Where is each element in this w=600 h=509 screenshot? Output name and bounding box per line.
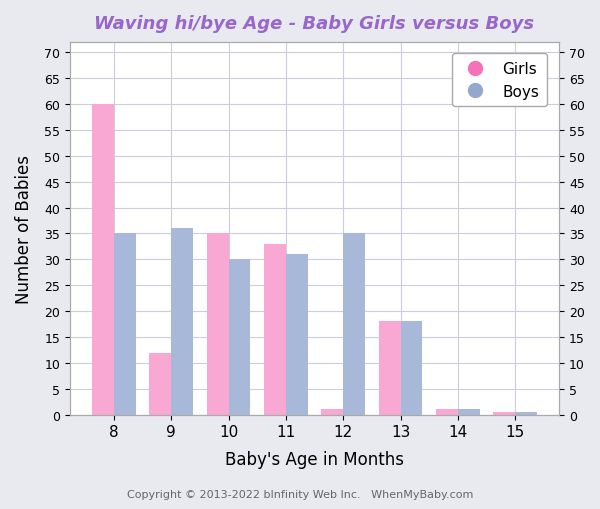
Legend: Girls, Boys: Girls, Boys	[452, 54, 547, 107]
Y-axis label: Number of Babies: Number of Babies	[15, 154, 33, 303]
Bar	[493, 412, 515, 415]
Text: Copyright © 2013-2022 bInfinity Web Inc.   WhenMyBaby.com: Copyright © 2013-2022 bInfinity Web Inc.…	[127, 489, 473, 499]
Title: Waving hi/bye Age - Baby Girls versus Boys: Waving hi/bye Age - Baby Girls versus Bo…	[94, 15, 535, 33]
Bar	[286, 254, 308, 415]
Bar	[458, 410, 479, 415]
Bar	[379, 322, 401, 415]
Bar	[229, 260, 250, 415]
Bar	[401, 322, 422, 415]
X-axis label: Baby's Age in Months: Baby's Age in Months	[225, 450, 404, 469]
Bar	[92, 105, 114, 415]
Bar	[322, 410, 343, 415]
Bar	[171, 229, 193, 415]
Bar	[264, 244, 286, 415]
Bar	[436, 410, 458, 415]
Bar	[149, 353, 171, 415]
Bar	[114, 234, 136, 415]
Bar	[343, 234, 365, 415]
Bar	[207, 234, 229, 415]
Bar	[515, 412, 537, 415]
